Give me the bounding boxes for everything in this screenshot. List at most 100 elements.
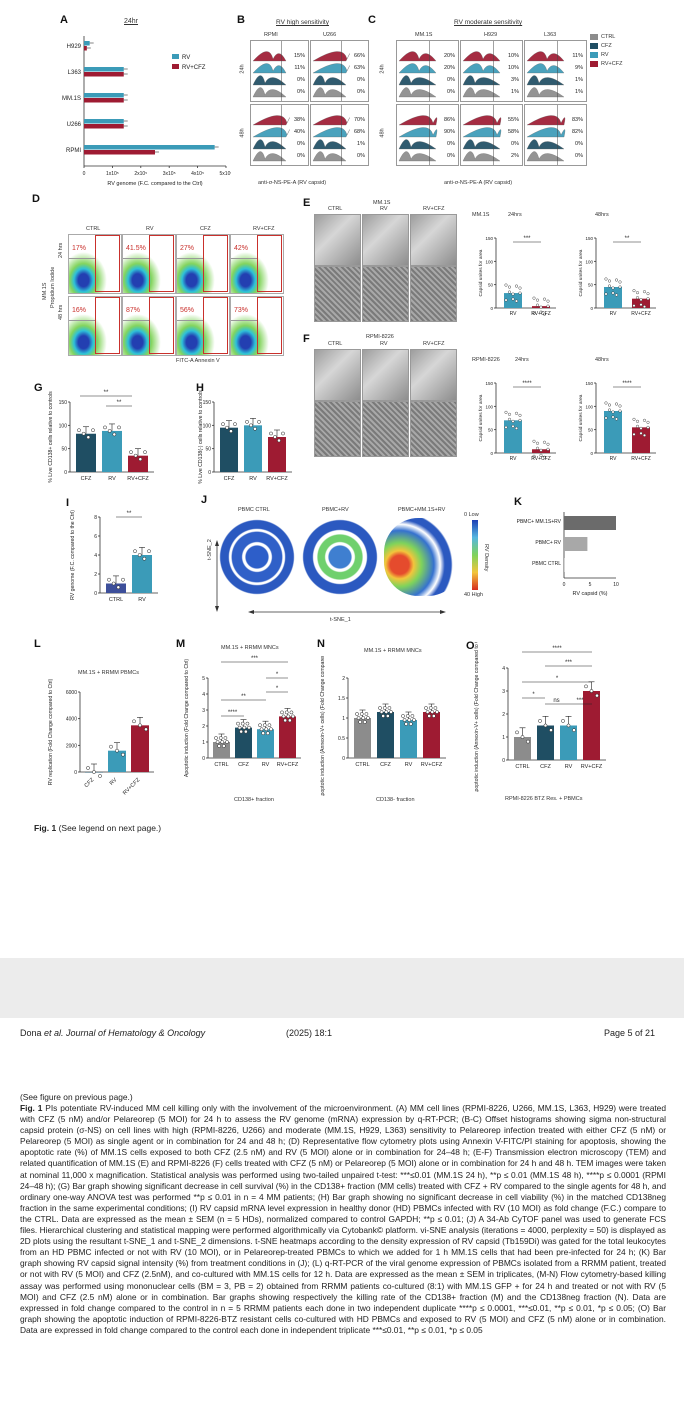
histogram-percent: 0% xyxy=(297,153,305,159)
y-tick-label: 1 xyxy=(502,735,505,741)
data-point xyxy=(611,291,615,295)
data-point xyxy=(639,303,643,307)
histogram-curve xyxy=(526,87,565,98)
data-point xyxy=(536,441,540,445)
flow-plot: 27% xyxy=(176,234,230,294)
data-point xyxy=(539,310,543,314)
panel-n-letter: N xyxy=(317,638,325,650)
y-tick-label: 100 xyxy=(203,423,212,429)
histogram-svg: 0% 0% 11% 15% xyxy=(252,41,305,101)
category-label: RPMI xyxy=(66,148,81,154)
histogram-curve xyxy=(312,51,350,62)
y-tick-label: 50 xyxy=(61,447,67,453)
data-point xyxy=(402,718,407,722)
bar xyxy=(279,716,296,758)
y-tick-label: 50 xyxy=(205,447,211,453)
panel-f-col-ctrl: CTRL xyxy=(328,341,343,347)
histogram-percent: 90% xyxy=(444,129,455,135)
significance-stars: **** xyxy=(522,381,532,387)
tem-image xyxy=(314,214,361,266)
legend-bold: Fig. 1 xyxy=(20,1103,43,1113)
panel-d-ylabel-cell: MM.1S xyxy=(42,282,48,300)
legend-swatch xyxy=(172,64,179,69)
histogram-curve xyxy=(312,75,347,86)
data-point xyxy=(358,720,362,724)
apoptotic-gate xyxy=(257,297,282,354)
y-tick-label: 1.5 xyxy=(338,696,345,702)
histogram-svg: 0% 0% 82% 83% xyxy=(526,105,583,165)
data-point xyxy=(359,712,364,716)
histogram-percent: 3% xyxy=(511,77,519,83)
data-point xyxy=(86,766,90,770)
panel-d-col-rv: RV xyxy=(146,226,154,232)
y-tick-label: 150 xyxy=(485,236,493,241)
data-point xyxy=(539,448,543,452)
bar xyxy=(257,729,274,758)
category-label: RV xyxy=(510,311,518,317)
flow-plot: 42% xyxy=(230,234,284,294)
y-tick-label: 2 xyxy=(502,712,505,718)
histogram-percent: 11% xyxy=(294,65,305,71)
panel-a-chart: H929 L363 MM.1S U266 RPMI 0 1x10⁵ 2x10⁵ 3x10⁵ 4x1… xyxy=(62,36,231,186)
data-point xyxy=(604,277,608,281)
histogram-curve xyxy=(462,115,502,126)
tem-image-detail xyxy=(362,266,409,322)
data-point xyxy=(542,312,546,316)
y-tick-label: 100 xyxy=(485,259,493,264)
histogram-svg: 0% 0% 20% 20% xyxy=(398,41,455,101)
bar xyxy=(564,537,588,551)
histogram-curve xyxy=(398,151,437,162)
category-label: CTRL xyxy=(214,762,228,768)
data-point xyxy=(214,736,218,740)
data-point xyxy=(245,721,250,726)
y-tick-label: 150 xyxy=(585,381,593,386)
x-tick-label: 5 xyxy=(589,582,592,588)
data-point xyxy=(259,727,264,732)
y-tick-label: 0.5 xyxy=(338,736,345,742)
category-label: CTRL xyxy=(515,764,529,770)
data-point xyxy=(288,718,292,723)
y-tick-label: 8 xyxy=(94,515,97,521)
data-point xyxy=(549,728,553,732)
data-point xyxy=(218,736,223,740)
histogram-percent: 20% xyxy=(444,53,455,59)
data-point xyxy=(225,740,229,744)
histogram-percent: 10% xyxy=(508,65,519,71)
data-point xyxy=(539,305,543,309)
panel-d-col-rvcfz: RV+CFZ xyxy=(253,226,275,232)
panel-e-title: MM.1S xyxy=(373,200,391,206)
panel-f-t2: 48hrs xyxy=(595,357,609,363)
data-point xyxy=(532,311,536,315)
y-axis-label: Capsid unites for area xyxy=(578,249,584,296)
data-point xyxy=(635,291,639,295)
category-label: RV xyxy=(249,476,257,482)
histogram-curve xyxy=(462,127,502,138)
significance-stars: ** xyxy=(241,694,246,700)
data-point xyxy=(536,298,540,302)
panel-f-col-rv: RV xyxy=(380,341,388,347)
data-point xyxy=(546,299,550,303)
panel-h-letter: H xyxy=(196,382,204,394)
data-point xyxy=(281,431,285,436)
bar xyxy=(244,425,262,472)
y-tick-label: 50 xyxy=(488,428,494,433)
tem-image-detail xyxy=(314,266,361,322)
data-point xyxy=(144,727,148,732)
category-label: RV+CFZ xyxy=(122,777,142,797)
significance-stars: *** xyxy=(565,660,573,666)
histogram-percent: 0% xyxy=(575,153,583,159)
y-tick-label: 50 xyxy=(588,283,594,288)
data-point xyxy=(618,404,622,408)
bar xyxy=(131,725,149,772)
data-point xyxy=(532,439,536,443)
data-point xyxy=(86,435,91,440)
histogram-svg: 0% 0% 90% 86% xyxy=(398,105,455,165)
data-point xyxy=(137,553,142,557)
data-point xyxy=(427,714,431,718)
data-point xyxy=(107,577,111,582)
data-point xyxy=(635,296,639,300)
y-tick-label: 2000 xyxy=(66,743,77,749)
panel-h-chart: 0 50 100 150 CFZ RV RV+CFZ % Live CD138(-) cell… xyxy=(198,390,292,484)
y-axis-label: Apoptotic induction (Annexin-V+ cells) (… xyxy=(320,656,326,796)
offset-histogram: 0% 0% 90% 86% xyxy=(396,104,459,166)
